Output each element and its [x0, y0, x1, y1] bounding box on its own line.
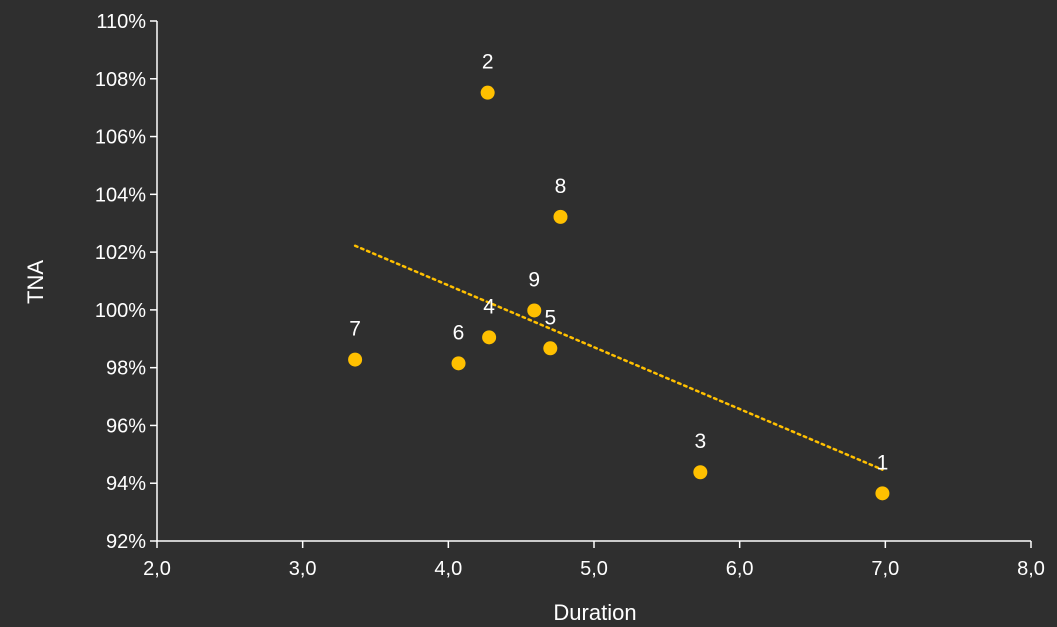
trendline-layer — [353, 244, 884, 471]
y-tick-label: 106% — [95, 127, 146, 149]
x-tick-label: 3,0 — [289, 558, 317, 580]
data-point — [543, 341, 558, 356]
data-point-label: 5 — [544, 306, 556, 329]
x-tick-label: 7,0 — [871, 558, 899, 580]
data-point — [480, 85, 495, 100]
x-tick-label: 5,0 — [580, 558, 608, 580]
points-layer: 1 2 3 4 5 6 7 8 9 — [348, 51, 890, 501]
data-point-label: 4 — [483, 295, 495, 318]
y-tick-label: 98% — [106, 358, 146, 380]
data-point — [693, 465, 708, 480]
x-tick-label: 8,0 — [1017, 558, 1045, 580]
data-point-label: 6 — [453, 321, 465, 344]
data-point — [527, 303, 542, 318]
data-point-label: 1 — [877, 451, 889, 474]
data-point-label: 8 — [555, 175, 567, 198]
y-tick-label: 92% — [106, 531, 146, 553]
x-tick-label: 6,0 — [726, 558, 754, 580]
trendline — [353, 244, 884, 471]
x-axis-title: Duration — [553, 600, 636, 625]
data-point — [482, 330, 497, 345]
data-point — [875, 486, 890, 501]
y-axis-title: TNA — [23, 260, 48, 304]
data-point-label: 2 — [482, 51, 494, 74]
data-point-label: 7 — [349, 318, 361, 341]
data-point — [348, 352, 363, 367]
data-point-label: 3 — [694, 430, 706, 453]
data-point — [451, 356, 466, 371]
x-tick-label: 2,0 — [143, 558, 171, 580]
y-tick-label: 110% — [96, 11, 146, 33]
y-tick-label: 96% — [106, 415, 146, 437]
data-point-label: 9 — [528, 268, 540, 291]
y-tick-label: 108% — [95, 69, 146, 91]
axes-layer: 92% 94% 96% 98% 100% 102% 104% 106% 108% 110% 2,0 3… — [95, 11, 1045, 580]
y-tick-label: 102% — [95, 242, 146, 264]
y-tick-label: 100% — [95, 300, 146, 322]
data-point — [553, 209, 568, 224]
x-tick-label: 4,0 — [434, 558, 462, 580]
y-tick-label: 94% — [106, 473, 146, 495]
y-tick-label: 104% — [95, 184, 146, 206]
